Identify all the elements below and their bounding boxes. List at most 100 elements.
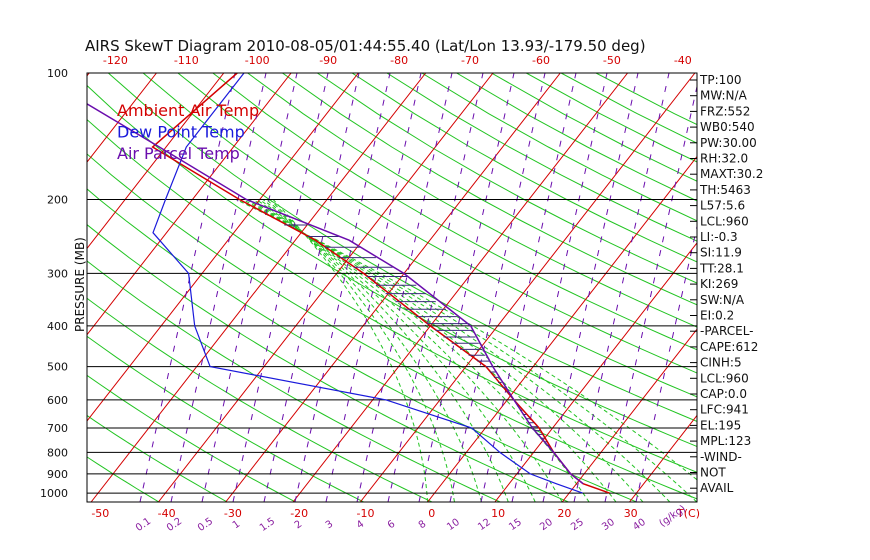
bottom-temp-tick-label: -40 bbox=[158, 507, 176, 520]
pressure-tick-label: 200 bbox=[47, 194, 68, 207]
dry-adiabat-line bbox=[317, 73, 697, 284]
mixing-ratio-tick-label: 10 bbox=[445, 517, 462, 533]
isotherm-line bbox=[87, 73, 225, 250]
stat-label: WB0:540 bbox=[700, 120, 755, 134]
stat-label: LCL:960 bbox=[700, 214, 749, 228]
mixing-ratio-tick-label: 6 bbox=[386, 519, 398, 532]
mixing-ratio-tick-label: 25 bbox=[569, 517, 586, 533]
mixing-ratio-tick-label: 15 bbox=[507, 517, 524, 533]
mixing-ratio-line bbox=[232, 73, 329, 502]
x-axis-label: T(C) bbox=[676, 507, 700, 520]
isotherm-line bbox=[292, 73, 628, 502]
moist-adiabat-line bbox=[242, 199, 671, 502]
pressure-tick-label: 700 bbox=[47, 422, 68, 435]
mixing-ratio-line bbox=[511, 73, 608, 502]
isotherm-line bbox=[494, 242, 697, 502]
stat-label: NOT bbox=[700, 466, 726, 480]
stat-label: EI:0.2 bbox=[700, 309, 734, 323]
dry-adiabat-line bbox=[87, 374, 296, 502]
top-temp-tick-label: -60 bbox=[532, 54, 550, 67]
mixing-ratio-line bbox=[480, 73, 577, 502]
moist-adiabat-line bbox=[239, 199, 697, 502]
pressure-tick-label: 100 bbox=[47, 67, 68, 80]
dry-adiabat-line bbox=[87, 153, 697, 500]
mixing-ratio-line bbox=[418, 73, 515, 502]
isotherm-line bbox=[90, 73, 427, 502]
dry-adiabat-line bbox=[212, 73, 697, 351]
bottom-temp-tick-label: 20 bbox=[557, 507, 571, 520]
stat-label: -WIND- bbox=[700, 450, 742, 464]
y-axis-label: PRESSURE (MB) bbox=[73, 237, 87, 332]
isotherm-line bbox=[158, 73, 494, 502]
bottom-temp-tick-label: -20 bbox=[290, 507, 308, 520]
dry-adiabat-line bbox=[87, 224, 569, 502]
stat-label: TH:5463 bbox=[699, 183, 751, 197]
mixing-ratio-tick-label: 2 bbox=[293, 519, 305, 532]
isotherm-line bbox=[561, 328, 697, 502]
mixing-ratio-tick-label: 1 bbox=[231, 519, 243, 532]
moist-adiabat-line bbox=[249, 199, 617, 502]
dry-adiabat-line bbox=[87, 84, 697, 448]
dry-adiabat-line bbox=[386, 73, 697, 242]
moist-adiabat-line bbox=[269, 199, 455, 502]
dry-adiabat-line bbox=[247, 73, 697, 328]
pressure-tick-label: 1000 bbox=[40, 487, 68, 500]
mixing-ratio-tick-label: 1.5 bbox=[258, 516, 277, 534]
dry-adiabat-line bbox=[491, 73, 697, 182]
mixing-ratio-line bbox=[294, 73, 391, 502]
mixing-ratio-tick-label: 0.5 bbox=[196, 516, 215, 534]
dry-adiabat-line bbox=[282, 73, 697, 306]
bottom-temp-tick-label: 0 bbox=[428, 507, 435, 520]
stat-label: L57:5.6 bbox=[700, 199, 745, 213]
stat-label: SI:11.9 bbox=[700, 246, 742, 260]
stat-label: TP:100 bbox=[699, 73, 742, 87]
isotherm-line bbox=[87, 73, 292, 336]
isotherm-line bbox=[0, 73, 22, 502]
top-temp-tick-label: -50 bbox=[603, 54, 621, 67]
pressure-tick-label: 300 bbox=[47, 267, 68, 280]
moist-adiabat-line bbox=[235, 199, 697, 481]
mixing-ratio-line bbox=[356, 73, 453, 502]
stat-label: LCL:960 bbox=[700, 371, 749, 385]
top-temp-tick-label: -90 bbox=[319, 54, 337, 67]
profile-line-dew-point-temp bbox=[152, 73, 583, 494]
mixing-ratio-line bbox=[387, 73, 484, 502]
isotherm-line bbox=[87, 73, 157, 163]
bottom-temp-tick-label: -50 bbox=[91, 507, 109, 520]
legend-entry: Ambient Air Temp bbox=[117, 101, 259, 120]
chart-title: AIRS SkewT Diagram 2010-08-05/01:44:55.4… bbox=[85, 37, 646, 55]
mixing-ratio-tick-label: 20 bbox=[538, 517, 555, 533]
bottom-temp-tick-label: 10 bbox=[491, 507, 505, 520]
moist-adiabat-line bbox=[252, 199, 590, 502]
profile-line-air-parcel-temp bbox=[87, 102, 584, 485]
bottom-temp-tick-label: 30 bbox=[624, 507, 638, 520]
top-temp-tick-label: -110 bbox=[174, 54, 199, 67]
isotherm-line bbox=[359, 73, 696, 502]
dry-adiabat-line bbox=[87, 188, 637, 502]
mixing-ratio-tick-label: 4 bbox=[355, 519, 367, 532]
stat-label: KI:269 bbox=[700, 277, 738, 291]
mixing-ratio-tick-label: 0.1 bbox=[134, 516, 153, 534]
stat-label: MAXT:30.2 bbox=[700, 167, 763, 181]
mixing-ratio-line bbox=[604, 84, 697, 502]
legend-entry: Dew Point Temp bbox=[117, 123, 245, 142]
mixing-ratio-line bbox=[542, 73, 639, 502]
moist-adiabat-line bbox=[262, 199, 509, 502]
moist-adiabat-line bbox=[266, 199, 482, 502]
isotherm-line bbox=[427, 155, 697, 502]
top-temp-tick-label: -80 bbox=[390, 54, 408, 67]
dry-adiabat-line bbox=[87, 456, 160, 502]
pressure-tick-label: 500 bbox=[47, 361, 68, 374]
stat-label: CAP:0.0 bbox=[700, 387, 747, 401]
mixing-ratio-line bbox=[263, 73, 360, 502]
mixing-ratio-line bbox=[635, 224, 697, 502]
bottom-temp-tick-label: -30 bbox=[224, 507, 242, 520]
stat-label: -PARCEL- bbox=[700, 324, 754, 338]
stat-label: EL:195 bbox=[700, 418, 741, 432]
mixing-ratio-line bbox=[449, 73, 546, 502]
stat-label: PW:30.00 bbox=[700, 136, 757, 150]
dry-adiabat-line bbox=[456, 73, 697, 202]
pressure-tick-label: 600 bbox=[47, 394, 68, 407]
pressure-tick-label: 900 bbox=[47, 468, 68, 481]
